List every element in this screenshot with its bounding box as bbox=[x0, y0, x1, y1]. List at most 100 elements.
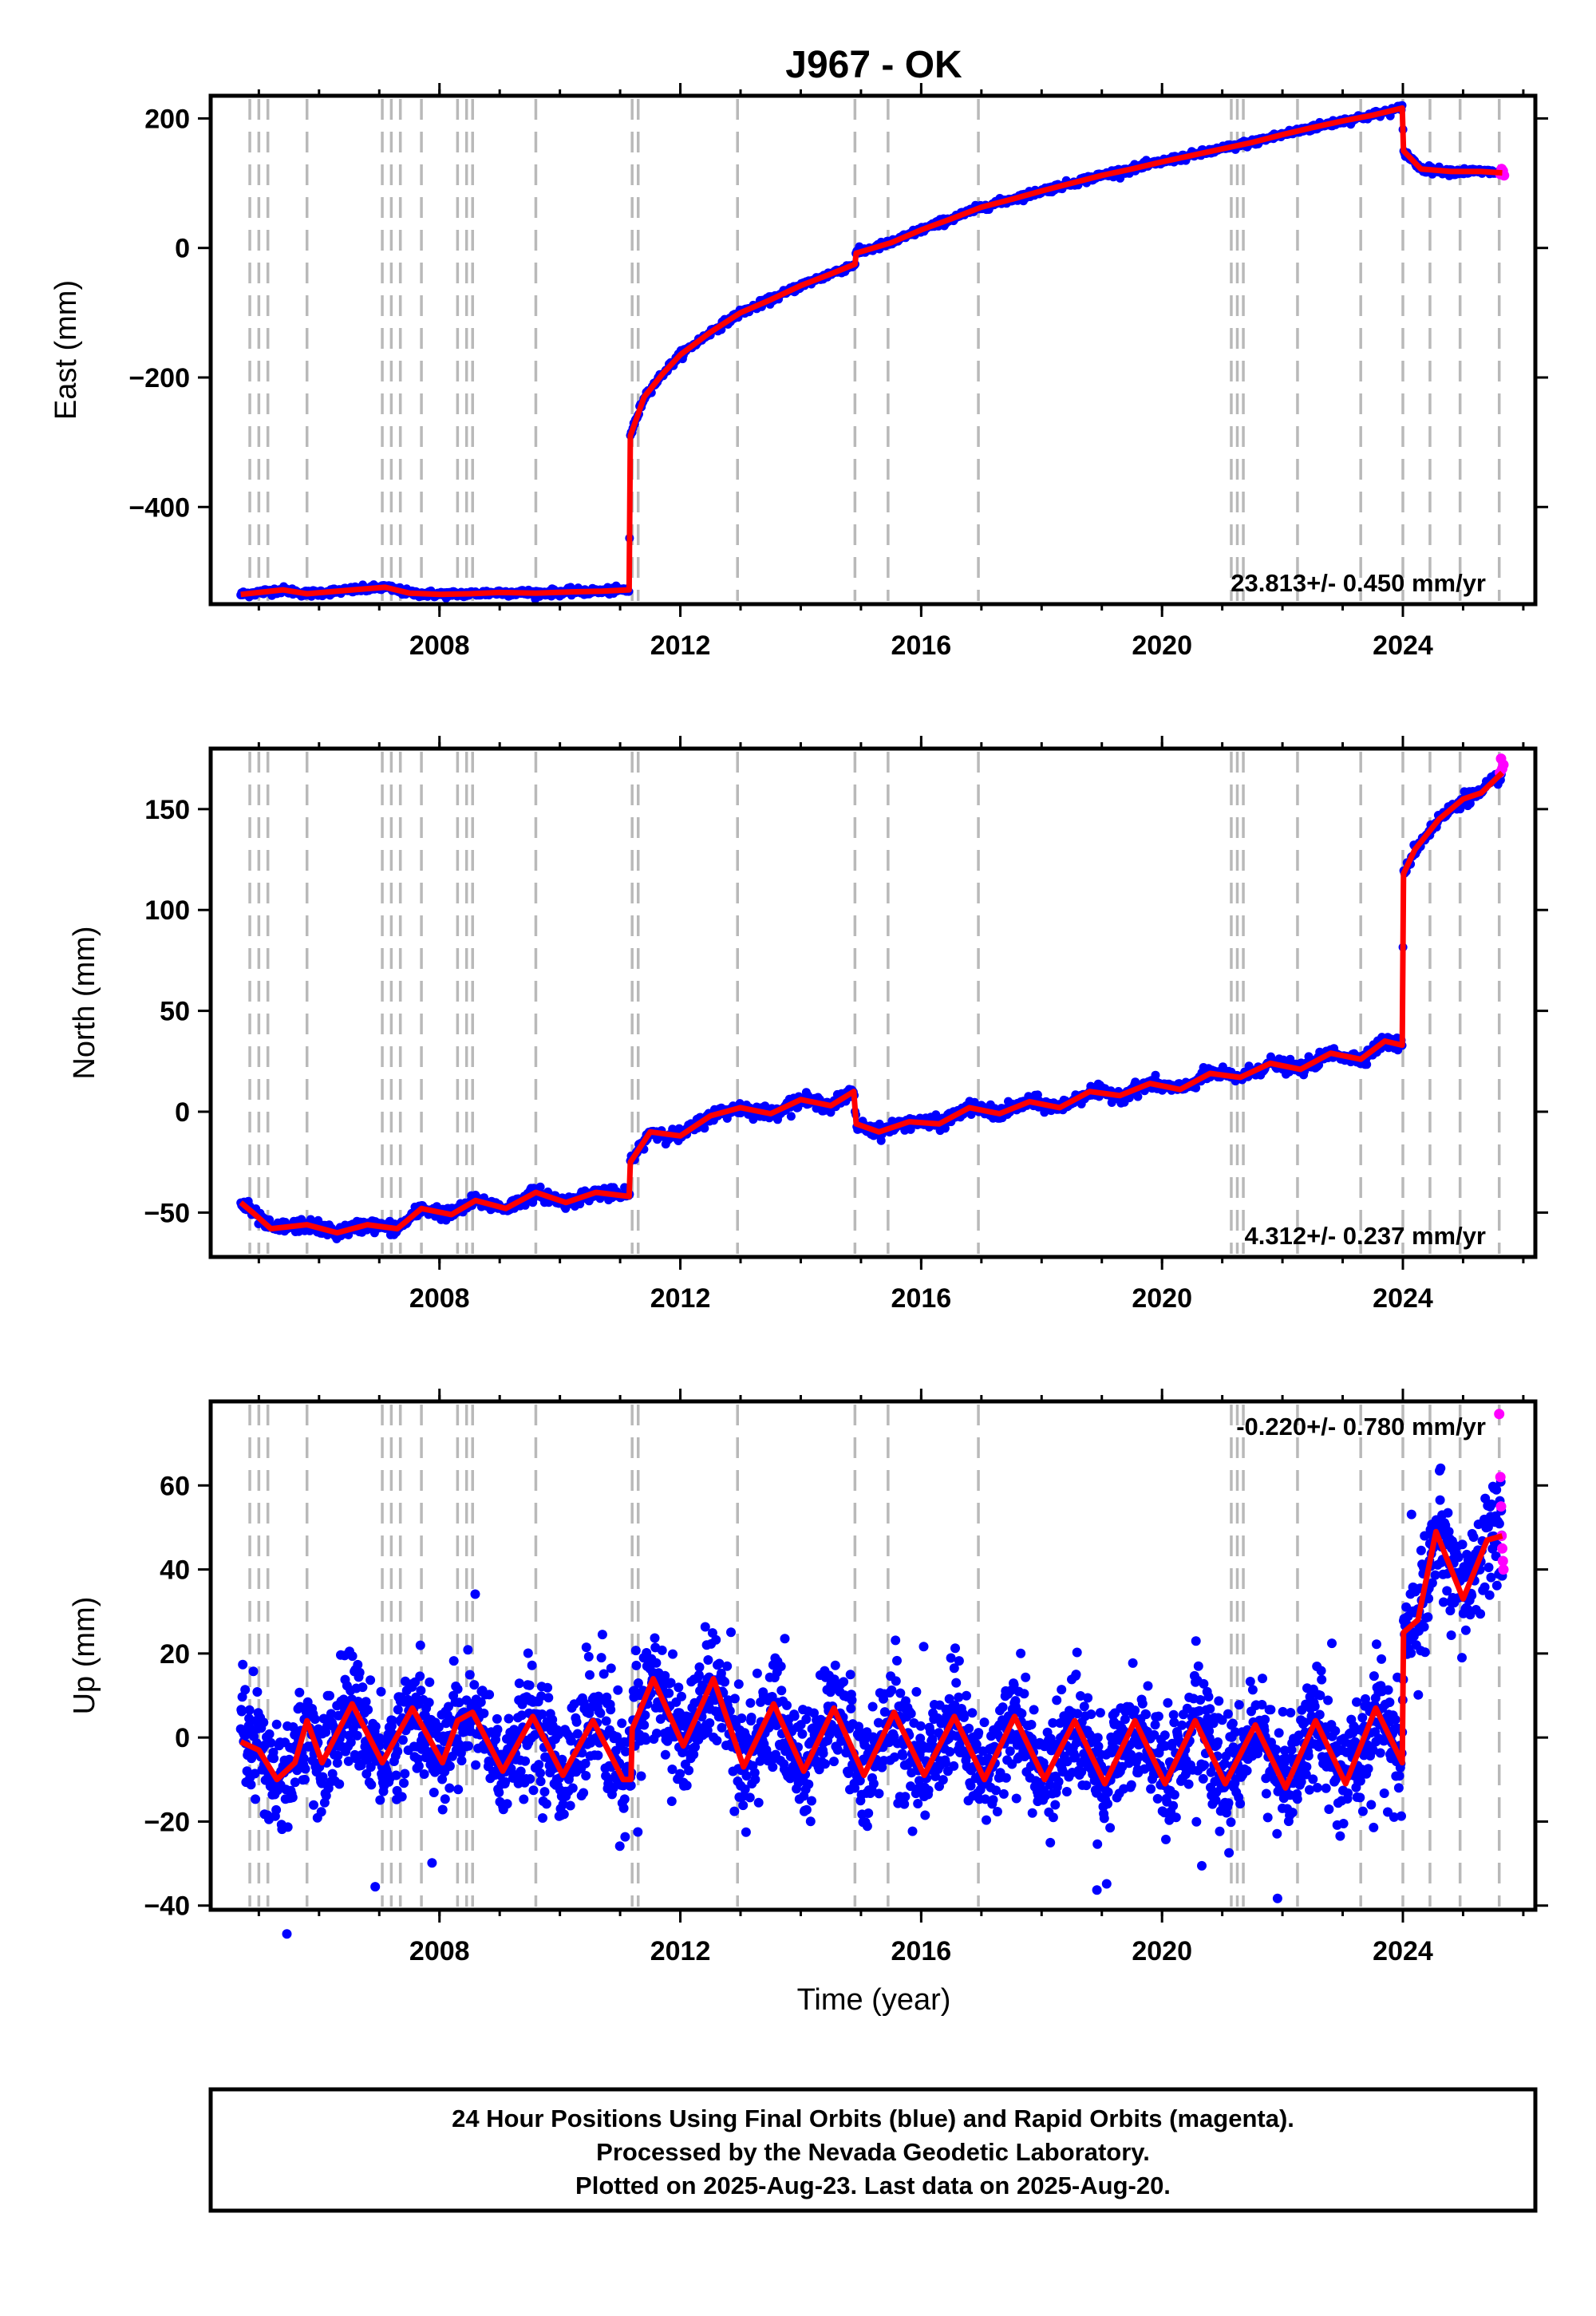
up-point bbox=[527, 1660, 537, 1670]
up-point bbox=[847, 1695, 857, 1705]
up-point bbox=[300, 1774, 310, 1784]
up-point bbox=[619, 1794, 630, 1804]
up-point bbox=[998, 1702, 1008, 1713]
north-x-tick-label: 2016 bbox=[891, 1283, 952, 1314]
north-y-tick-label: 100 bbox=[144, 895, 190, 926]
up-point bbox=[309, 1800, 318, 1810]
up-point bbox=[729, 1806, 740, 1816]
up-point bbox=[363, 1705, 373, 1715]
up-point bbox=[469, 1680, 480, 1690]
up-point bbox=[805, 1816, 816, 1827]
up-point bbox=[1019, 1689, 1029, 1699]
up-point bbox=[429, 1788, 439, 1797]
up-final-points bbox=[235, 1463, 1507, 1939]
up-point bbox=[606, 1663, 616, 1674]
up-point bbox=[988, 1795, 998, 1805]
up-point bbox=[1061, 1787, 1072, 1796]
up-point bbox=[535, 1768, 545, 1778]
up-point bbox=[393, 1705, 403, 1715]
up-point bbox=[347, 1651, 358, 1662]
up-point bbox=[400, 1769, 410, 1779]
north-x-tick-label: 2012 bbox=[650, 1283, 711, 1314]
up-point bbox=[492, 1713, 502, 1724]
east-y-tick-label: −200 bbox=[128, 363, 190, 393]
up-point bbox=[776, 1662, 786, 1671]
north-plot-frame bbox=[208, 746, 1538, 1259]
up-point bbox=[453, 1784, 464, 1795]
up-point bbox=[636, 1771, 646, 1781]
up-point bbox=[519, 1794, 529, 1804]
north-x-tick-label: 2024 bbox=[1373, 1283, 1433, 1314]
up-point bbox=[606, 1705, 616, 1715]
up-point bbox=[282, 1929, 292, 1939]
up-point bbox=[425, 1677, 435, 1687]
up-point bbox=[804, 1779, 814, 1789]
up-point bbox=[979, 1717, 990, 1728]
north-point bbox=[1133, 1092, 1143, 1101]
up-point bbox=[830, 1660, 840, 1670]
up-point bbox=[717, 1722, 727, 1733]
up-point bbox=[726, 1627, 736, 1638]
up-point bbox=[571, 1717, 582, 1727]
up-point bbox=[807, 1796, 816, 1806]
up-point bbox=[613, 1685, 623, 1695]
up-point bbox=[427, 1858, 437, 1868]
up-point bbox=[712, 1736, 722, 1745]
up-point bbox=[639, 1720, 650, 1730]
up-point bbox=[397, 1792, 407, 1802]
up-point bbox=[370, 1882, 381, 1892]
up-point bbox=[471, 1760, 481, 1770]
up-point bbox=[579, 1788, 589, 1798]
up-point bbox=[1053, 1777, 1064, 1787]
up-point bbox=[818, 1749, 828, 1758]
up-point bbox=[895, 1688, 906, 1698]
up-point bbox=[565, 1800, 575, 1811]
up-point bbox=[862, 1821, 872, 1832]
up-point bbox=[244, 1705, 255, 1715]
east-plot-frame bbox=[208, 93, 1538, 607]
up-point bbox=[391, 1770, 401, 1780]
up-point bbox=[376, 1686, 386, 1697]
up-point bbox=[898, 1750, 908, 1761]
up-point bbox=[1052, 1695, 1062, 1705]
up-point bbox=[832, 1745, 843, 1755]
up-point bbox=[440, 1794, 450, 1804]
figure-title: J967 - OK bbox=[785, 44, 962, 86]
up-point bbox=[581, 1642, 591, 1653]
up-point bbox=[946, 1653, 956, 1663]
up-point bbox=[415, 1671, 425, 1682]
up-point bbox=[938, 1775, 948, 1785]
up-point bbox=[541, 1799, 551, 1809]
up-point bbox=[951, 1678, 962, 1688]
up-point bbox=[464, 1741, 473, 1751]
up-point bbox=[675, 1769, 685, 1779]
north-event-lines bbox=[248, 752, 1501, 1254]
up-point bbox=[711, 1634, 721, 1645]
up-point bbox=[444, 1783, 455, 1793]
up-point bbox=[366, 1780, 377, 1790]
up-point bbox=[484, 1690, 495, 1700]
up-point bbox=[358, 1682, 368, 1693]
up-point bbox=[845, 1670, 855, 1680]
up-point bbox=[593, 1750, 603, 1761]
up-point bbox=[298, 1753, 309, 1764]
up-point bbox=[1079, 1701, 1089, 1712]
up-point bbox=[437, 1804, 448, 1815]
up-point bbox=[415, 1640, 425, 1650]
up-point bbox=[1072, 1647, 1082, 1658]
up-point bbox=[300, 1764, 310, 1774]
up-point bbox=[246, 1780, 256, 1790]
up-point bbox=[470, 1589, 480, 1599]
up-point bbox=[681, 1780, 692, 1791]
up-point bbox=[829, 1757, 839, 1767]
up-point bbox=[906, 1709, 916, 1719]
up-point bbox=[738, 1800, 749, 1811]
up-point bbox=[954, 1656, 964, 1666]
up-point bbox=[801, 1714, 812, 1725]
up-point bbox=[287, 1792, 298, 1803]
up-point bbox=[361, 1697, 371, 1707]
up-point bbox=[456, 1756, 467, 1766]
east-x-tick-label: 2016 bbox=[891, 630, 952, 661]
up-point bbox=[668, 1649, 678, 1659]
